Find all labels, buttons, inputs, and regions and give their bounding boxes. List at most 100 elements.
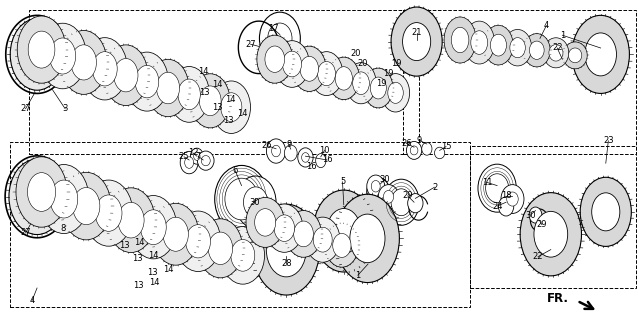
Ellipse shape [272,145,281,157]
Text: 29: 29 [537,220,547,229]
Ellipse shape [39,23,86,89]
Ellipse shape [50,38,75,74]
Ellipse shape [61,172,111,240]
Text: 13: 13 [147,268,157,277]
Ellipse shape [501,185,524,213]
Ellipse shape [353,72,369,94]
Ellipse shape [225,178,258,220]
Ellipse shape [254,209,276,236]
Ellipse shape [28,31,55,68]
Text: 20: 20 [350,49,360,58]
Ellipse shape [284,145,297,161]
Ellipse shape [84,180,133,246]
Ellipse shape [198,219,243,278]
Bar [29,10,419,154]
Ellipse shape [490,34,507,56]
Ellipse shape [257,35,293,83]
Ellipse shape [534,211,567,257]
Text: 26: 26 [401,139,412,148]
Ellipse shape [27,172,56,211]
Ellipse shape [199,86,221,116]
Ellipse shape [294,221,313,247]
Ellipse shape [253,204,320,295]
Ellipse shape [266,204,303,252]
Ellipse shape [391,189,412,216]
Ellipse shape [298,148,313,167]
Ellipse shape [403,23,431,60]
Text: 26: 26 [262,141,272,150]
Text: 19: 19 [383,69,394,78]
Ellipse shape [563,42,587,69]
Text: 4: 4 [544,21,549,30]
Text: 14: 14 [148,252,158,260]
Ellipse shape [93,52,117,86]
Text: 14: 14 [150,278,160,287]
Ellipse shape [305,217,340,262]
Ellipse shape [388,82,403,103]
Text: 1: 1 [560,31,565,40]
Ellipse shape [153,203,199,265]
Ellipse shape [185,157,194,168]
Ellipse shape [346,63,376,104]
Text: 19: 19 [376,79,386,88]
Ellipse shape [381,74,410,112]
Ellipse shape [10,19,64,90]
Text: 19: 19 [391,60,401,68]
Ellipse shape [367,175,385,197]
Ellipse shape [529,41,544,60]
Ellipse shape [231,239,255,271]
Ellipse shape [275,41,309,87]
Text: 14: 14 [164,265,174,274]
Ellipse shape [300,56,318,81]
Text: 27: 27 [20,228,31,237]
Ellipse shape [383,190,394,203]
Ellipse shape [364,68,393,108]
Ellipse shape [498,197,514,216]
Text: 6: 6 [233,166,238,175]
Ellipse shape [370,77,387,99]
Ellipse shape [147,59,189,117]
Ellipse shape [302,153,309,162]
Ellipse shape [383,179,419,225]
Text: 13: 13 [224,116,234,125]
Ellipse shape [178,79,200,110]
Ellipse shape [523,34,550,67]
Ellipse shape [141,210,166,244]
Ellipse shape [504,29,532,66]
Text: 5: 5 [340,177,345,186]
Ellipse shape [274,215,295,242]
Text: 20: 20 [358,60,368,68]
Ellipse shape [328,57,360,100]
Text: 13: 13 [212,103,222,112]
Ellipse shape [259,12,300,65]
Ellipse shape [327,209,360,253]
Text: 28: 28 [281,260,291,268]
Ellipse shape [16,157,67,227]
Ellipse shape [39,164,89,234]
Ellipse shape [410,146,418,155]
Text: 14: 14 [212,80,222,89]
Ellipse shape [61,30,107,94]
Ellipse shape [221,93,242,122]
Ellipse shape [114,59,138,92]
Text: 30: 30 [380,175,390,184]
Text: 3: 3 [63,104,68,113]
Ellipse shape [325,224,358,267]
Ellipse shape [157,72,180,104]
Ellipse shape [118,202,144,238]
Ellipse shape [190,148,203,164]
Ellipse shape [215,165,268,233]
Text: 18: 18 [501,191,511,200]
Text: 14: 14 [225,95,235,104]
Text: 27: 27 [245,40,256,49]
Text: 14: 14 [134,238,144,247]
Ellipse shape [378,185,399,209]
Text: 14: 14 [238,109,248,118]
Text: 14: 14 [198,67,208,76]
Text: 21: 21 [412,28,422,37]
Ellipse shape [82,38,127,100]
Ellipse shape [471,31,488,54]
Ellipse shape [316,154,326,168]
Ellipse shape [464,21,495,64]
Ellipse shape [408,194,423,213]
